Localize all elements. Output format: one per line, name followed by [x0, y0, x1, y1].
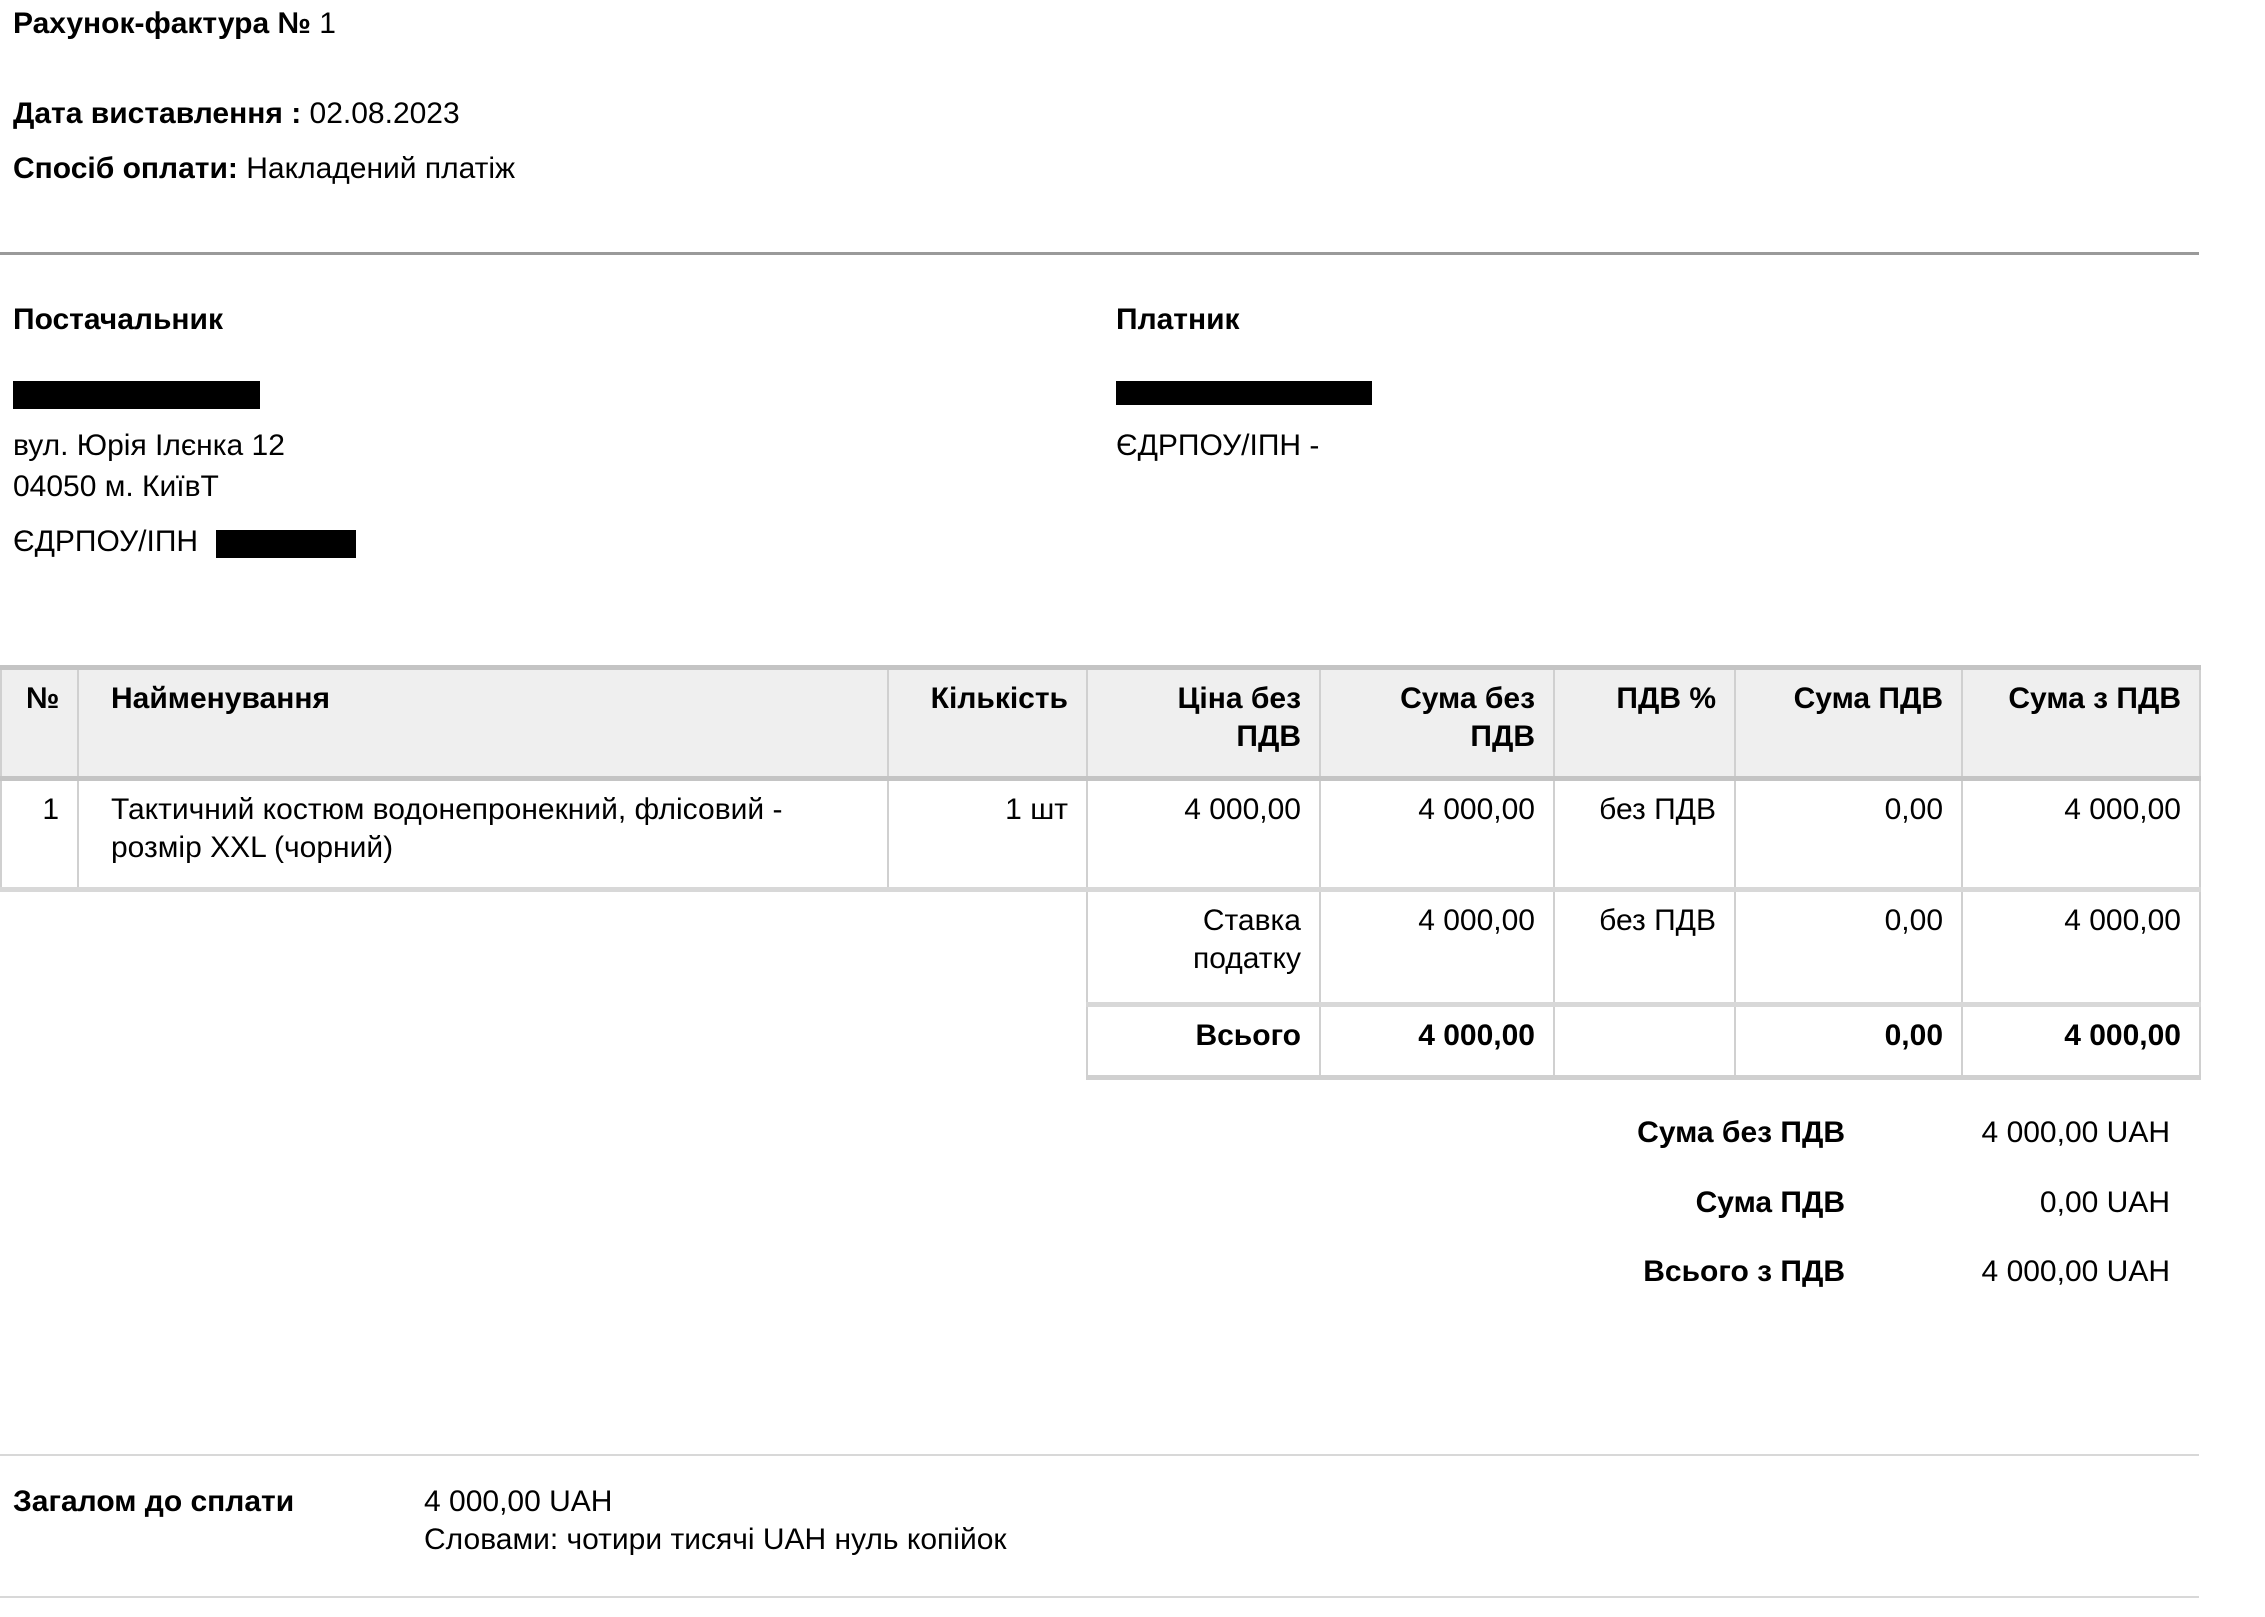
invoice-items-table: № Найменування Кількість Ціна без ПДВ Су… — [0, 665, 2201, 1080]
amount-due-label: Загалом до сплати — [13, 1485, 295, 1518]
summary-net-label: Сума без ПДВ — [1637, 1116, 1845, 1149]
total-vat-percent — [1553, 1002, 1736, 1080]
total-row: Всього 4 000,00 0,00 4 000,00 — [1, 1002, 2201, 1080]
payment-method: Спосіб оплати: Накладений платіж — [13, 152, 516, 185]
row-vat-percent: без ПДВ — [1553, 777, 1736, 892]
row-number: 1 — [0, 777, 79, 892]
col-name: Найменування — [77, 665, 889, 781]
issue-date: Дата виставлення : 02.08.2023 — [13, 97, 460, 130]
summary-gross-value: 4 000,00 UAH — [1981, 1255, 2170, 1288]
rate-sum-net: 4 000,00 — [1319, 888, 1555, 1006]
invoice-title: Рахунок-фактура № 1 — [13, 7, 336, 40]
payer-heading: Платник — [1116, 303, 1240, 336]
supplier-address-line1: вул. Юрія Ілєнка 12 — [13, 429, 285, 462]
summary-net-value: 4 000,00 UAH — [1981, 1116, 2170, 1149]
row-sum-gross: 4 000,00 — [1961, 777, 2201, 892]
payer-tax-id: ЄДРПОУ/ІПН - — [1116, 429, 1320, 462]
total-sum-net: 4 000,00 — [1319, 1002, 1555, 1080]
supplier-address-line2: 04050 м. КиївТ — [13, 470, 219, 503]
amount-in-words: Словами: чотири тисячі UAH нуль копійок — [424, 1523, 1007, 1556]
col-sum-net: Сума без ПДВ — [1319, 665, 1555, 781]
table-row: 1 Тактичний костюм водонепронекний, фліс… — [0, 777, 2201, 892]
summary-vat-value: 0,00 UAH — [2039, 1186, 2170, 1219]
divider — [0, 252, 2199, 255]
row-name: Тактичний костюм водонепронекний, флісов… — [77, 777, 889, 892]
col-quantity: Кількість — [887, 665, 1088, 781]
total-label: Всього — [1086, 1002, 1321, 1080]
rate-label: Ставка податку — [1086, 888, 1321, 1006]
rate-vat-percent: без ПДВ — [1553, 888, 1736, 1006]
rate-sum-gross: 4 000,00 — [1961, 888, 2201, 1006]
row-sum-net: 4 000,00 — [1319, 777, 1555, 892]
row-quantity: 1 шт — [887, 777, 1088, 892]
supplier-tax-id-label: ЄДРПОУ/ІПН — [13, 525, 199, 558]
col-price-net: Ціна без ПДВ — [1086, 665, 1321, 781]
tax-rate-row: Ставка податку 4 000,00 без ПДВ 0,00 4 0… — [1, 888, 2201, 1006]
col-vat-sum: Сума ПДВ — [1734, 665, 1963, 781]
redacted-supplier-tax-id — [216, 530, 356, 558]
divider — [0, 1454, 2199, 1456]
table-header: № Найменування Кількість Ціна без ПДВ Су… — [0, 665, 2201, 781]
col-sum-gross: Сума з ПДВ — [1961, 665, 2201, 781]
total-vat-sum: 0,00 — [1734, 1002, 1963, 1080]
amount-due-value: 4 000,00 UAH — [424, 1485, 613, 1518]
rate-vat-sum: 0,00 — [1734, 888, 1963, 1006]
summary-vat-label: Сума ПДВ — [1695, 1186, 1845, 1219]
divider — [0, 1596, 2199, 1598]
col-number: № — [0, 665, 79, 781]
spacer — [1, 890, 1087, 1005]
summary-gross-label: Всього з ПДВ — [1643, 1255, 1845, 1288]
redacted-payer-name — [1116, 381, 1372, 405]
col-vat-percent: ПДВ % — [1553, 665, 1736, 781]
row-price-net: 4 000,00 — [1086, 777, 1321, 892]
supplier-heading: Постачальник — [13, 303, 223, 336]
total-sum-gross: 4 000,00 — [1961, 1002, 2201, 1080]
redacted-supplier-name — [13, 381, 260, 409]
row-vat-sum: 0,00 — [1734, 777, 1963, 892]
spacer — [1, 1005, 1087, 1078]
